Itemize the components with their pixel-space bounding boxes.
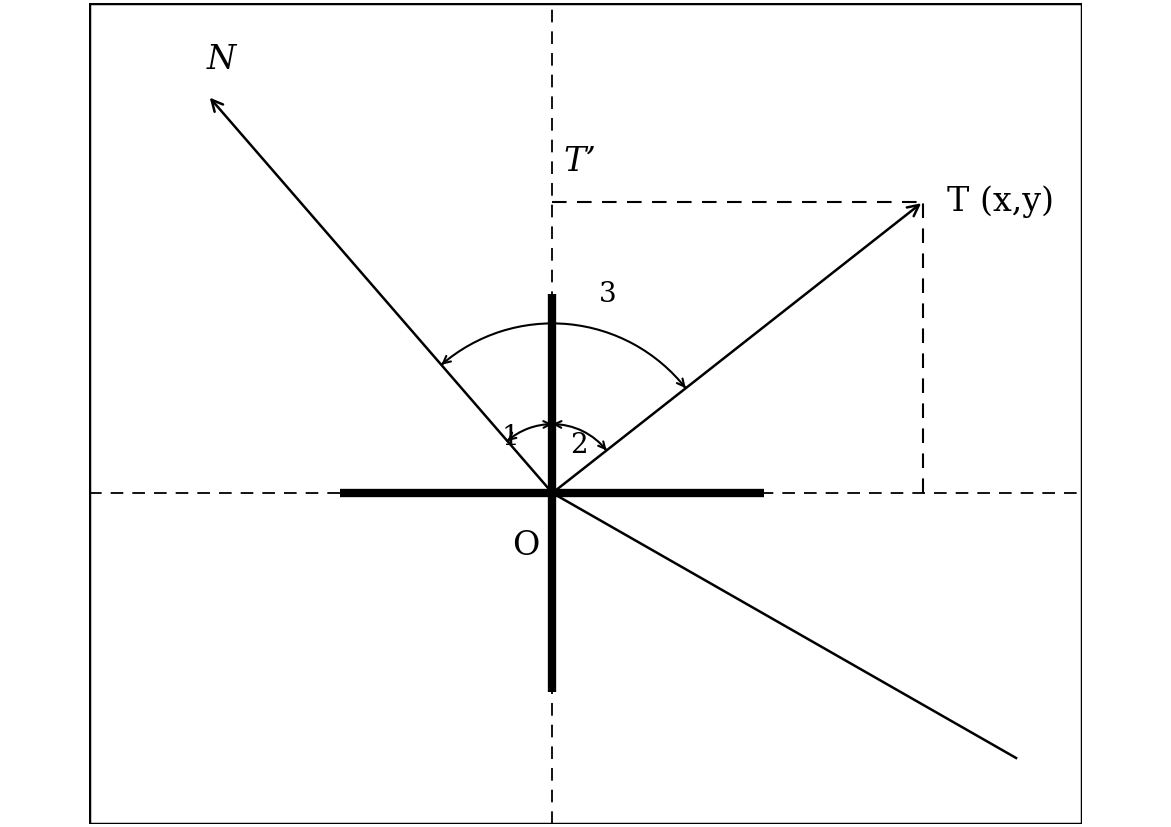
Text: T (x,y): T (x,y) bbox=[947, 185, 1054, 218]
Text: 3: 3 bbox=[600, 280, 617, 308]
Text: 1: 1 bbox=[501, 424, 519, 451]
Text: T’: T’ bbox=[563, 146, 596, 178]
Text: 2: 2 bbox=[570, 432, 588, 459]
Text: O: O bbox=[512, 530, 540, 562]
Text: N: N bbox=[206, 44, 235, 75]
